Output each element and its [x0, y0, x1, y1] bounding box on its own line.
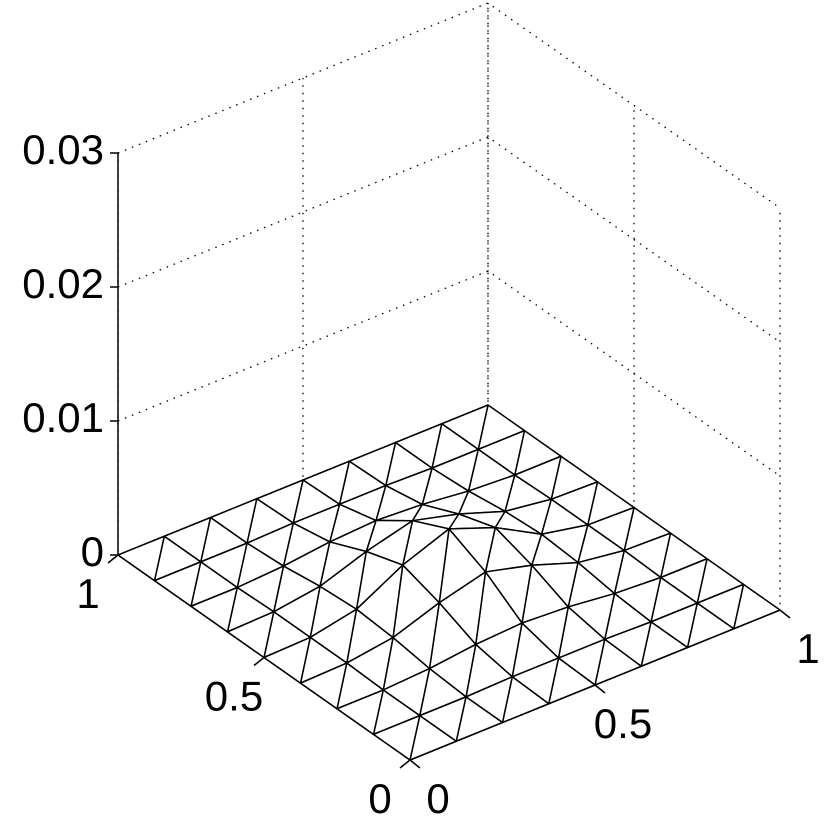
x-tick-label: 0.5 [594, 700, 652, 747]
mesh-face [372, 714, 421, 761]
mesh-face [299, 662, 348, 710]
x-tick-label: 0 [426, 775, 449, 822]
mesh-face [226, 611, 275, 659]
z-tick-label: 0 [81, 528, 104, 575]
y-tick [399, 759, 411, 769]
x-tick [409, 759, 421, 769]
y-tick [253, 656, 265, 667]
y-tick [107, 554, 119, 564]
z-tick-label: 0.02 [22, 260, 104, 307]
y-tick-label: 1 [76, 570, 99, 617]
mesh-face [190, 586, 238, 633]
x-tick-label: 1 [796, 625, 819, 672]
y-tick-label: 0.5 [205, 673, 263, 720]
x-tick [779, 609, 791, 619]
grid-line [117, 136, 781, 343]
x-tick [594, 684, 606, 694]
grid-line [117, 2, 781, 209]
mesh-face [117, 535, 165, 582]
mesh-face [153, 561, 202, 607]
z-tick-label: 0.03 [22, 126, 104, 173]
y-tick-label: 0 [368, 775, 391, 822]
mesh-face [263, 636, 311, 684]
mesh-face [336, 689, 384, 736]
z-tick-label: 0.01 [22, 394, 104, 441]
